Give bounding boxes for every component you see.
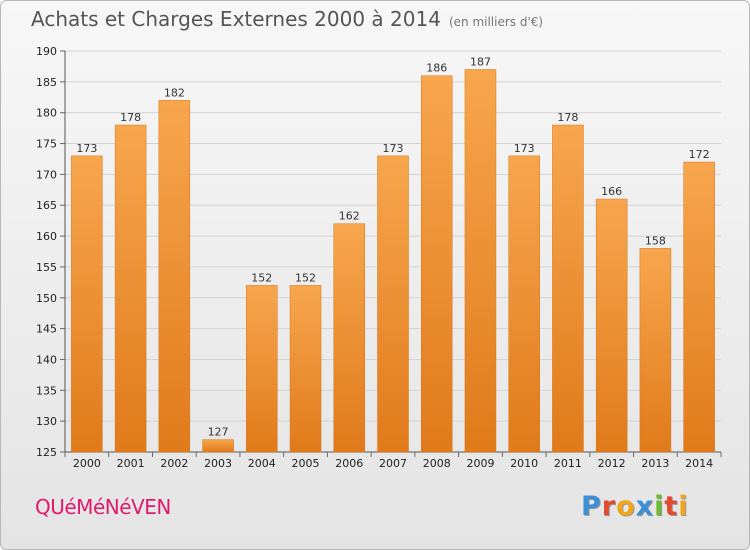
bar	[552, 124, 584, 453]
y-tick-label: 155	[36, 261, 57, 274]
bar	[639, 248, 672, 453]
y-tick-label: 190	[36, 45, 57, 58]
bar	[289, 285, 322, 453]
logo-letter: t	[664, 491, 679, 522]
bar-value-label: 158	[645, 234, 666, 247]
x-tick-label: 2003	[204, 457, 232, 470]
bar	[377, 155, 409, 453]
y-tick-label: 150	[36, 292, 57, 305]
bar-value-label: 187	[470, 56, 491, 69]
bar	[202, 439, 234, 453]
bar	[246, 285, 278, 453]
bar-value-label: 173	[514, 142, 535, 155]
y-tick-label: 165	[36, 199, 57, 212]
x-tick-label: 2001	[117, 457, 145, 470]
axes: 125 130 135 140 145 150 155 160 165 170 175 180 185 1…	[36, 45, 722, 470]
x-tick-label: 2014	[685, 457, 713, 470]
logo-letter: o	[616, 491, 636, 522]
bar-value-label: 152	[251, 271, 272, 284]
bar	[71, 155, 103, 453]
x-tick-label: 2012	[598, 457, 626, 470]
y-tick-label: 160	[36, 230, 57, 243]
bar-value-label: 186	[426, 62, 447, 75]
y-tick-label: 180	[36, 107, 57, 120]
y-tick-label: 175	[36, 138, 57, 151]
bar-value-label: 182	[164, 86, 185, 99]
chart-title: Achats et Charges Externes 2000 à 2014 (e…	[31, 7, 543, 31]
logo-letter: x	[635, 491, 655, 522]
y-tick-label: 170	[36, 168, 57, 181]
y-tick-label: 135	[36, 384, 57, 397]
logo-letter: r	[601, 491, 617, 522]
x-tick-label: 2008	[423, 457, 451, 470]
logo-letter: P	[581, 491, 602, 522]
bar	[508, 155, 540, 453]
chart-unit: (en milliers d'€)	[448, 15, 544, 29]
x-tick-label: 2011	[554, 457, 582, 470]
bar-value-label: 173	[76, 142, 97, 155]
data-labels: 173 178 182 127 152 152 162 173 186 187 173 178 166 1…	[76, 56, 709, 439]
bar	[158, 100, 191, 453]
y-tick-label: 130	[36, 415, 57, 428]
bar	[464, 69, 497, 453]
bar-value-label: 127	[208, 426, 229, 439]
bar	[333, 223, 366, 453]
bar-value-label: 166	[601, 185, 622, 198]
x-tick-label: 2002	[160, 457, 188, 470]
bar-value-label: 172	[689, 148, 710, 161]
y-tick-label: 140	[36, 353, 57, 366]
proxiti-logo[interactable]: Proxiti	[581, 491, 689, 522]
y-tick-label: 185	[36, 76, 57, 89]
bar-value-label: 152	[295, 271, 316, 284]
y-tick-label: 145	[36, 323, 57, 336]
y-tick-label: 125	[36, 446, 57, 459]
x-tick-label: 2007	[379, 457, 407, 470]
x-tick-label: 2006	[335, 457, 363, 470]
bar-value-label: 162	[339, 210, 360, 223]
bars	[71, 69, 715, 453]
x-tick-label: 2009	[466, 457, 494, 470]
x-tick-label: 2004	[248, 457, 276, 470]
logo-letter: i	[654, 491, 665, 522]
bar	[420, 75, 453, 453]
bar-value-label: 178	[557, 111, 578, 124]
x-tick-label: 2013	[641, 457, 669, 470]
chart-title-text: Achats et Charges Externes 2000 à 2014	[31, 7, 441, 31]
commune-name: QUéMéNéVEN	[35, 495, 171, 519]
bar	[683, 161, 715, 453]
x-tick-label: 2005	[292, 457, 320, 470]
x-tick-label: 2010	[510, 457, 538, 470]
bar	[114, 124, 147, 453]
bar-value-label: 178	[120, 111, 141, 124]
bar-value-label: 173	[383, 142, 404, 155]
logo-letter: i	[678, 491, 689, 522]
bar	[595, 198, 628, 453]
x-tick-label: 2000	[73, 457, 101, 470]
